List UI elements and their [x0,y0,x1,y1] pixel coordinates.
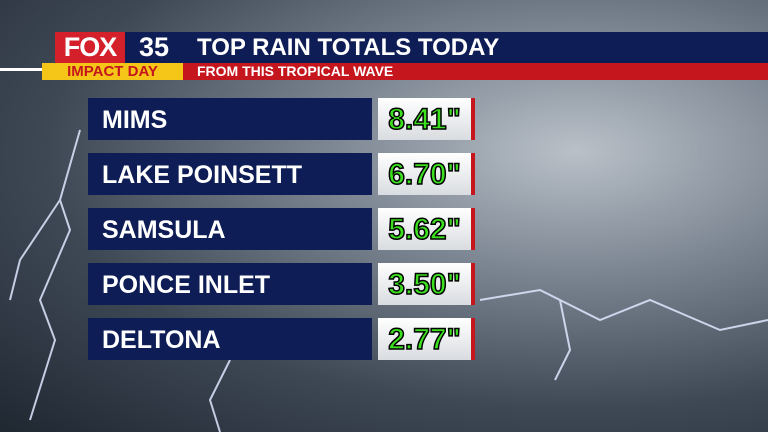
lightning [479,288,768,332]
lightning [9,199,61,301]
channel-number: 35 [125,32,183,63]
lightning [554,299,572,381]
logo: FOX [55,32,125,63]
amount-cell: 8.41" [378,98,471,140]
amount-cell: 5.62" [378,208,471,250]
subtitle: FROM THIS TROPICAL WAVE [183,63,768,80]
table-row: SAMSULA 5.62" [88,208,476,250]
amount-cell: 3.50" [378,263,471,305]
lightning [29,129,81,421]
rain-table: MIMS 8.41" LAKE POINSETT 6.70" SAMSULA 5.62" P… [88,98,476,373]
title: TOP RAIN TOTALS TODAY [183,32,768,63]
row-accent [471,208,475,250]
amount-cell: 6.70" [378,153,471,195]
row-accent [471,263,475,305]
location-cell: DELTONA [88,318,372,360]
row-accent [471,98,475,140]
location-cell: PONCE INLET [88,263,372,305]
header-rule [0,68,42,71]
location-cell: LAKE POINSETT [88,153,372,195]
amount-cell: 2.77" [378,318,471,360]
table-row: PONCE INLET 3.50" [88,263,476,305]
impact-tag: IMPACT DAY [42,63,183,80]
lightning [208,359,231,432]
table-row: DELTONA 2.77" [88,318,476,360]
table-row: LAKE POINSETT 6.70" [88,153,476,195]
location-cell: SAMSULA [88,208,372,250]
row-accent [471,318,475,360]
location-cell: MIMS [88,98,372,140]
row-accent [471,153,475,195]
table-row: MIMS 8.41" [88,98,476,140]
